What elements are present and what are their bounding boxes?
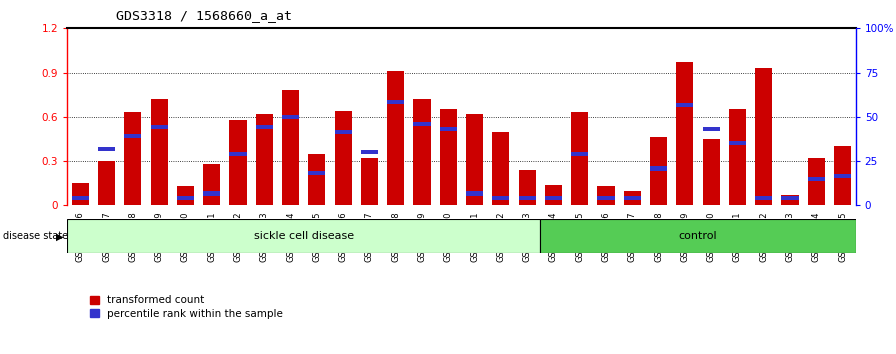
Bar [125, 134, 142, 138]
Bar [624, 196, 641, 200]
Bar [466, 114, 483, 205]
Bar [571, 113, 589, 205]
Text: ▶: ▶ [56, 231, 64, 241]
Bar [650, 166, 668, 171]
Bar [387, 71, 404, 205]
Bar [361, 158, 378, 205]
Bar [702, 139, 719, 205]
Bar [624, 190, 641, 205]
Bar [650, 137, 668, 205]
Bar [282, 90, 299, 205]
Bar [492, 132, 510, 205]
Bar [540, 219, 856, 253]
Bar [676, 103, 694, 107]
Text: sickle cell disease: sickle cell disease [254, 231, 354, 241]
Bar [834, 174, 851, 178]
Bar [834, 146, 851, 205]
Bar [598, 196, 615, 200]
Bar [98, 147, 116, 152]
Bar [72, 183, 89, 205]
Bar [781, 195, 798, 205]
Bar [125, 113, 142, 205]
Bar [308, 154, 325, 205]
Bar [67, 219, 540, 253]
Bar [72, 196, 89, 200]
Legend: transformed count, percentile rank within the sample: transformed count, percentile rank withi… [90, 296, 283, 319]
Bar [440, 127, 457, 131]
Bar [177, 196, 194, 200]
Bar [255, 125, 273, 129]
Bar [728, 109, 746, 205]
Bar [702, 127, 719, 131]
Bar [387, 100, 404, 104]
Bar [807, 177, 825, 181]
Bar [229, 120, 246, 205]
Bar [151, 99, 168, 205]
Text: disease state: disease state [3, 231, 68, 241]
Bar [545, 196, 562, 200]
Bar [255, 114, 273, 205]
Bar [728, 141, 746, 145]
Bar [98, 161, 116, 205]
Bar [203, 164, 220, 205]
Bar [308, 171, 325, 175]
Bar [203, 192, 220, 195]
Bar [755, 196, 772, 200]
Bar [361, 150, 378, 154]
Bar [545, 185, 562, 205]
Bar [282, 115, 299, 119]
Bar [334, 111, 352, 205]
Bar [598, 186, 615, 205]
Bar [466, 192, 483, 195]
Bar [413, 122, 431, 126]
Bar [492, 196, 510, 200]
Text: GDS3318 / 1568660_a_at: GDS3318 / 1568660_a_at [116, 9, 292, 22]
Bar [755, 68, 772, 205]
Bar [334, 130, 352, 133]
Bar [151, 125, 168, 129]
Bar [571, 152, 589, 156]
Bar [519, 170, 536, 205]
Text: control: control [678, 231, 718, 241]
Bar [413, 99, 431, 205]
Bar [807, 158, 825, 205]
Bar [229, 152, 246, 156]
Bar [519, 196, 536, 200]
Bar [440, 109, 457, 205]
Bar [676, 62, 694, 205]
Bar [177, 186, 194, 205]
Bar [781, 196, 798, 200]
